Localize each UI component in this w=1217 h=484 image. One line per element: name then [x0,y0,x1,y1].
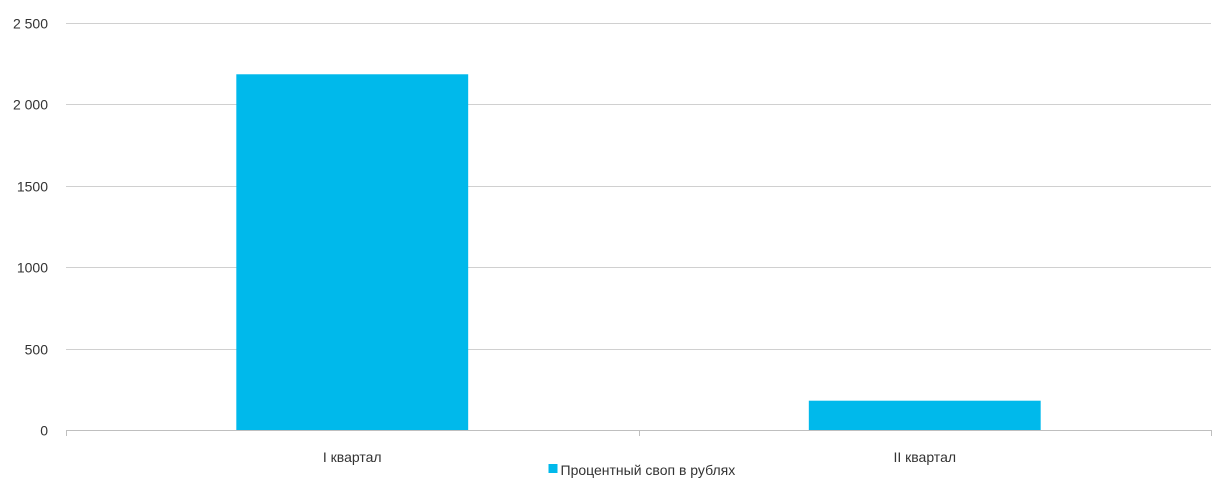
y-tick-label: 2 500 [13,16,48,32]
y-tick-label: 0 [40,423,48,439]
y-tick-label: 1000 [17,260,48,276]
y-tick-label: 500 [25,342,49,358]
bar [808,400,1041,430]
legend-swatch [548,464,558,473]
x-axis-tick-labels: I квартал II квартал [323,449,956,465]
x-tick-label: II квартал [893,449,956,465]
y-axis-tick-labels: 0 500 1000 1500 2 000 2 500 [13,16,48,439]
y-tick-label: 1500 [17,179,48,195]
legend-label: Процентный своп в рублях [561,462,736,478]
bar [236,74,469,431]
x-tick-label: I квартал [323,449,382,465]
x-axis [66,430,1212,436]
bars [236,74,1041,431]
y-tick-label: 2 000 [13,97,48,113]
legend: Процентный своп в рублях [548,462,736,478]
